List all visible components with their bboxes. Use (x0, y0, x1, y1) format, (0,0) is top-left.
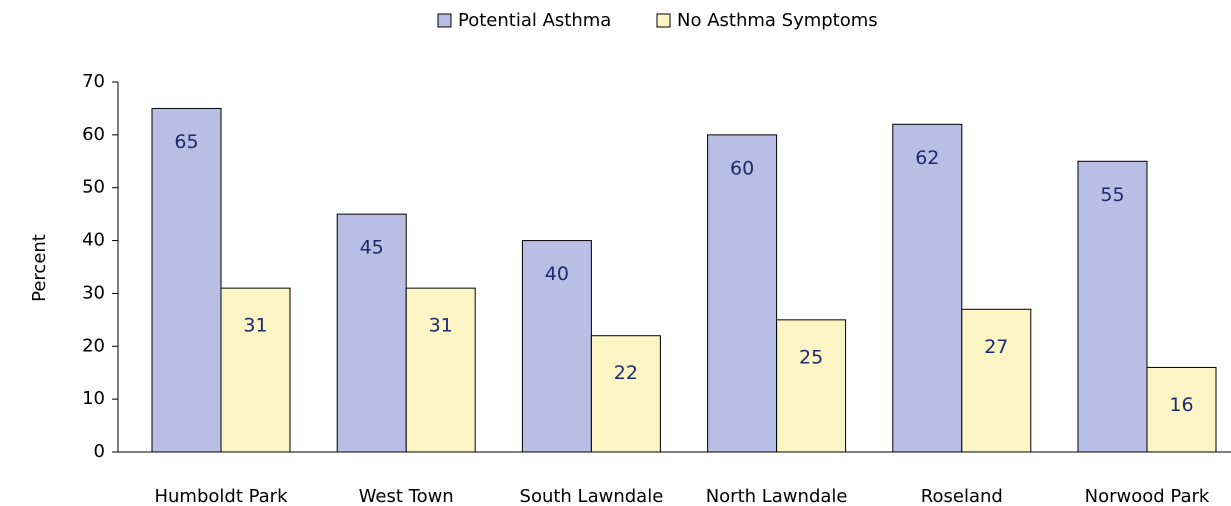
y-tick-label: 10 (82, 388, 105, 409)
bar (776, 319, 847, 453)
y-tick-label: 20 (82, 335, 105, 356)
bar (707, 134, 778, 453)
bar (961, 308, 1032, 453)
value-label: 31 (243, 315, 267, 337)
value-label: 45 (360, 237, 384, 259)
y-tick-label: 50 (82, 177, 105, 198)
legend-swatch (437, 13, 452, 28)
x-tick-label: Roseland (921, 486, 1003, 506)
x-tick-label: Norwood Park (1085, 486, 1210, 506)
x-tick-label: South Lawndale (520, 486, 664, 506)
bar (151, 107, 222, 453)
bar (590, 335, 661, 453)
bar (892, 123, 963, 453)
bar (405, 287, 476, 453)
legend-label: No Asthma Symptoms (677, 10, 878, 31)
y-tick-label: 40 (82, 230, 105, 251)
value-label: 31 (429, 315, 453, 337)
value-label: 22 (614, 362, 638, 384)
y-tick-label: 70 (82, 71, 105, 92)
x-tick-label: West Town (359, 486, 454, 506)
value-label: 60 (730, 157, 754, 179)
legend-swatch (656, 13, 671, 28)
value-label: 25 (799, 346, 823, 368)
y-tick-label: 0 (94, 441, 105, 462)
value-label: 55 (1100, 184, 1124, 206)
value-label: 40 (545, 263, 569, 285)
x-tick-label: Humboldt Park (154, 486, 288, 506)
y-tick-label: 60 (82, 124, 105, 145)
value-label: 62 (915, 147, 939, 169)
value-label: 16 (1169, 394, 1193, 416)
value-label: 65 (174, 131, 198, 153)
legend-label: Potential Asthma (458, 10, 611, 31)
y-tick-label: 30 (82, 282, 105, 303)
y-axis-label: Percent (29, 234, 50, 302)
x-tick-label: North Lawndale (706, 486, 848, 506)
bar (220, 287, 291, 453)
value-label: 27 (984, 336, 1008, 358)
